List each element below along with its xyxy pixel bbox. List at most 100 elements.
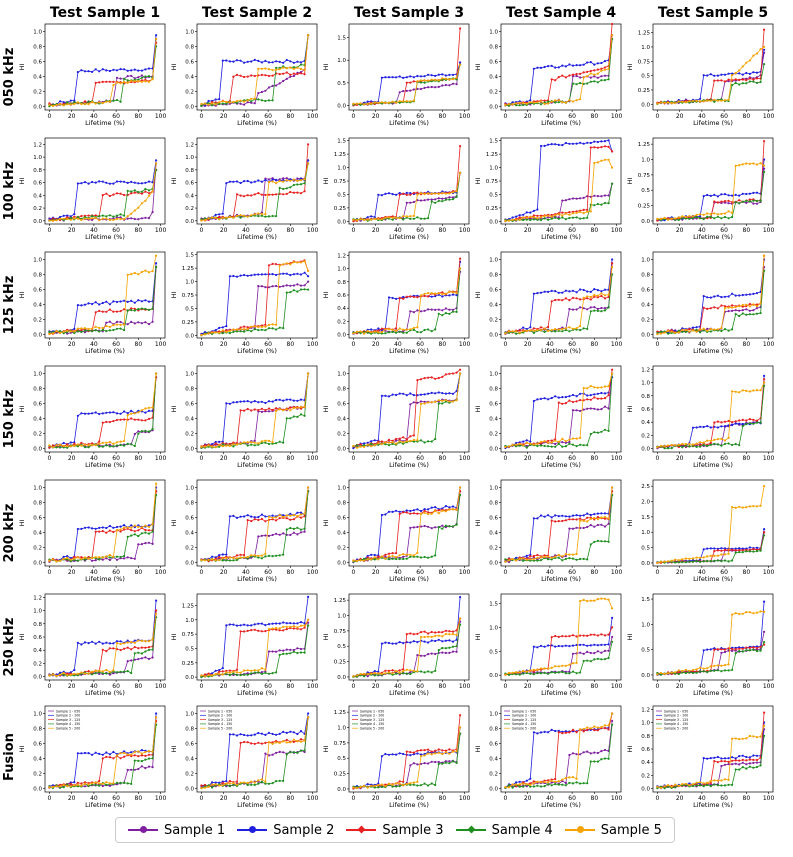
series-point-sample-2 (218, 554, 221, 557)
series-point-sample-5 (607, 67, 610, 70)
x-tick-label: 40 (90, 227, 98, 234)
series-point-sample-5 (355, 219, 359, 222)
series-point-sample-2 (419, 393, 423, 396)
y-tick-label: 0.2 (489, 431, 498, 437)
series-point-sample-2 (98, 526, 101, 530)
series-point-sample-4 (119, 100, 122, 103)
series-point-sample-2 (140, 69, 143, 72)
series-point-sample-5 (402, 441, 405, 444)
series-point-sample-3 (133, 646, 136, 649)
series-point-sample-2 (723, 193, 727, 196)
series-point-sample-1 (398, 91, 401, 94)
series-point-sample-5 (564, 212, 568, 215)
series-point-sample-2 (98, 640, 101, 643)
series-point-sample-5 (307, 34, 310, 37)
series-point-sample-2 (119, 640, 122, 643)
series-point-sample-4 (589, 432, 592, 436)
y-tick-label: 1.25 (334, 152, 347, 158)
series-point-sample-4 (455, 523, 458, 526)
series-point-sample-5 (211, 445, 214, 448)
series-point-sample-5 (434, 292, 437, 295)
series-point-sample-4 (69, 216, 72, 219)
series-point-sample-4 (221, 332, 224, 335)
series-point-sample-3 (611, 22, 614, 26)
series-point-sample-5 (688, 215, 691, 218)
series-point-sample-2 (87, 642, 90, 645)
series-point-sample-3 (720, 79, 723, 82)
series-point-sample-2 (211, 443, 214, 446)
series-point-sample-4 (119, 670, 122, 673)
series-point-sample-5 (529, 101, 532, 104)
series-point-sample-5 (405, 215, 408, 218)
y-tick-label: 0.8 (337, 500, 346, 506)
series-point-sample-4 (144, 307, 147, 310)
y-tick-label: 0.25 (182, 661, 195, 667)
series-point-sample-3 (296, 191, 299, 194)
series-point-sample-5 (239, 99, 242, 102)
series-point-sample-2 (419, 509, 423, 513)
series-point-sample-5 (511, 558, 514, 561)
x-tick-label: 40 (242, 569, 250, 576)
series-point-sample-2 (395, 297, 398, 300)
series-point-sample-2 (398, 392, 401, 395)
series-point-sample-4 (98, 671, 101, 674)
y-axis-label: HI (474, 406, 482, 413)
series-point-sample-5 (395, 556, 398, 559)
series-point-sample-2 (603, 288, 607, 291)
series-point-sample-5 (101, 101, 104, 105)
series-point-sample-5 (709, 99, 712, 102)
series-point-sample-4 (409, 555, 412, 558)
series-point-sample-5 (87, 327, 90, 331)
y-tick-label: 0.2 (185, 206, 194, 212)
series-point-sample-2 (579, 141, 582, 144)
series-point-sample-2 (603, 392, 607, 395)
series-point-sample-1 (434, 198, 437, 201)
series-point-sample-5 (250, 554, 253, 557)
series-point-sample-1 (568, 198, 571, 201)
series-point-sample-5 (260, 554, 263, 557)
series-point-sample-5 (691, 99, 695, 102)
series-point-sample-4 (126, 670, 129, 673)
series-point-sample-2 (115, 300, 119, 304)
x-tick-label: 60 (264, 113, 272, 120)
y-tick-label: 0.8 (33, 386, 42, 392)
y-tick-label: 0.4 (641, 420, 650, 426)
series-point-sample-5 (380, 555, 383, 558)
series-point-sample-2 (568, 290, 571, 293)
subplot: 0 20 40 60 80 1000.00.20.40.60.81.01.2Lifetim… (18, 593, 166, 697)
series-point-sample-3 (119, 418, 122, 421)
subplot: 0 20 40 60 80 1000.00.250.50.751.01.25Lifetim… (626, 23, 774, 127)
series-point-sample-5 (699, 100, 702, 103)
series-point-sample-1 (133, 322, 136, 325)
series-point-sample-5 (677, 331, 680, 334)
series-point-sample-5 (434, 78, 437, 82)
series-point-sample-2 (409, 75, 412, 78)
series-point-sample-5 (699, 328, 702, 331)
series-point-sample-2 (250, 624, 253, 627)
series-point-sample-5 (391, 554, 394, 558)
series-point-sample-5 (257, 325, 260, 329)
series-point-sample-5 (543, 215, 546, 218)
series-point-sample-4 (59, 446, 62, 449)
x-tick-label: 0 (352, 569, 356, 576)
series-point-sample-2 (108, 182, 111, 185)
series-point-sample-3 (246, 326, 249, 329)
series-point-sample-4 (115, 555, 119, 558)
series-point-sample-1 (589, 306, 592, 309)
series-point-sample-5 (716, 213, 720, 216)
series-point-sample-5 (448, 192, 451, 195)
y-tick-label: 0.8 (641, 394, 650, 400)
series-point-sample-2 (603, 140, 607, 143)
series-point-sample-3 (603, 397, 607, 400)
y-tick-label: 1.5 (185, 253, 194, 259)
x-tick-label: 0 (504, 569, 508, 576)
series-point-sample-4 (713, 217, 716, 220)
series-point-sample-3 (723, 305, 727, 308)
y-tick-label: 0.2 (641, 433, 650, 439)
series-point-sample-2 (455, 390, 458, 393)
series-point-sample-5 (575, 99, 578, 102)
series-point-sample-2 (133, 639, 136, 642)
